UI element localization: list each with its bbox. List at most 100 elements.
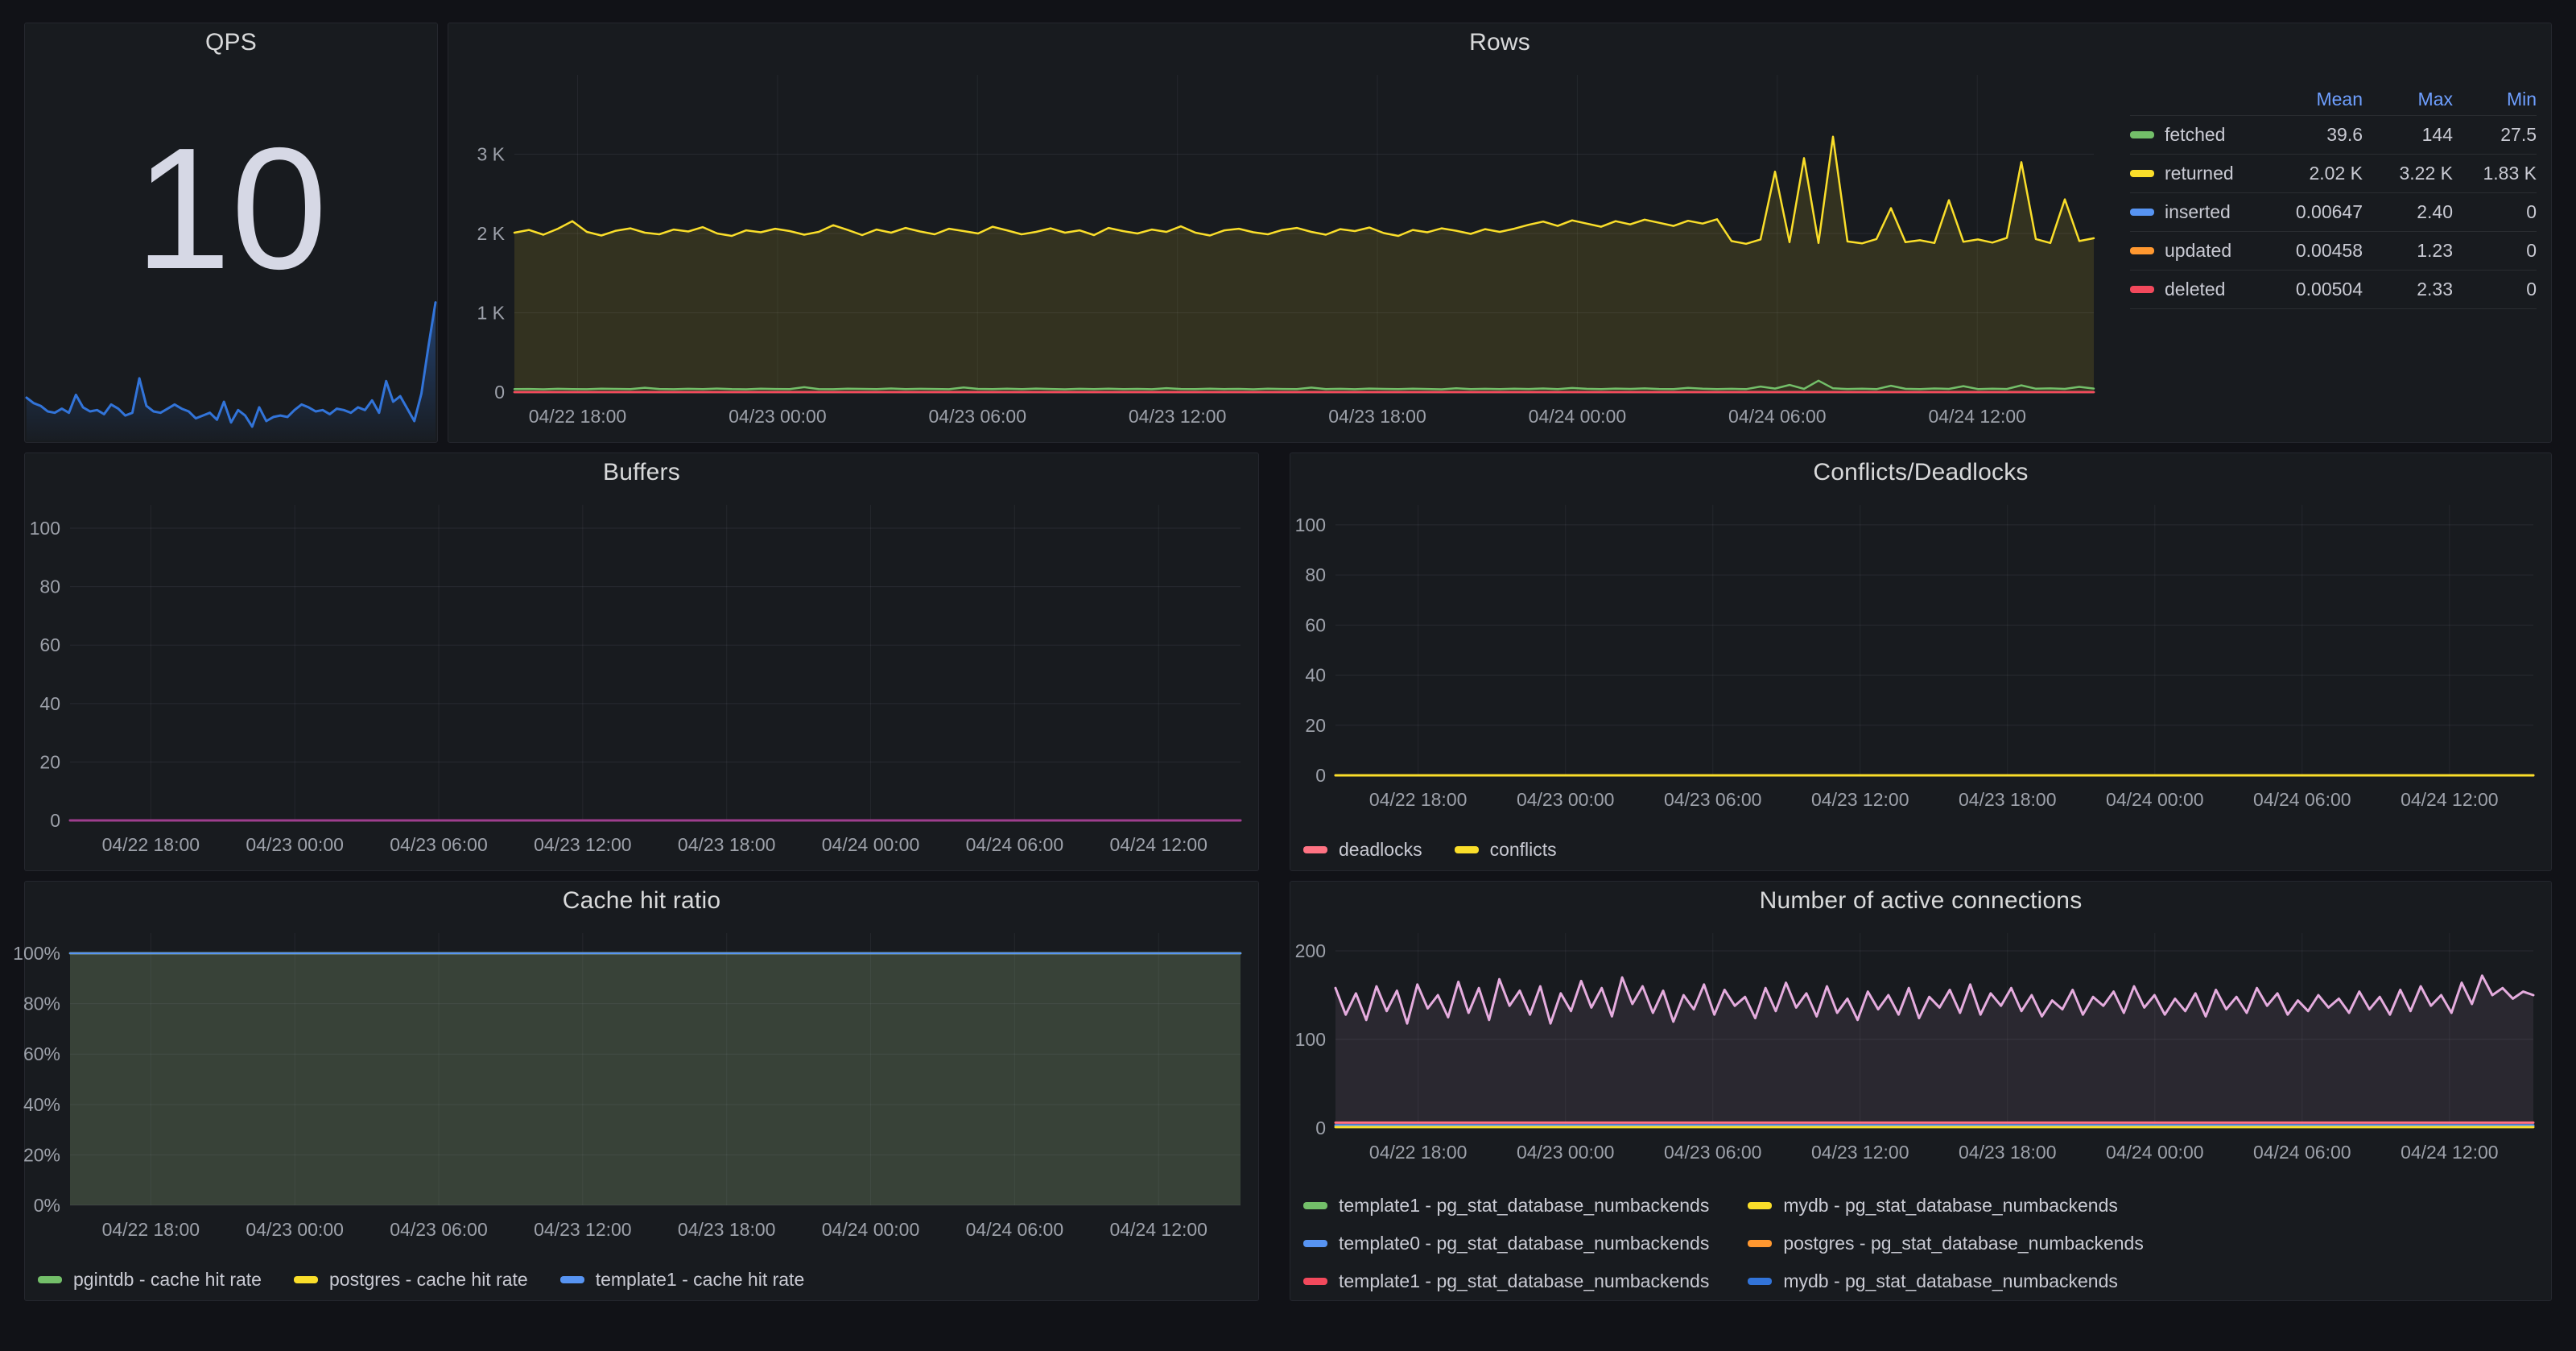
legend-min-value: 0 (2526, 279, 2537, 300)
panel-title-buffers[interactable]: Buffers (603, 459, 680, 485)
svg-text:100%: 100% (13, 943, 60, 964)
svg-text:04/23 00:00: 04/23 00:00 (729, 406, 827, 427)
series-fill-template1 - cache hit rate (70, 953, 1241, 1205)
cache-chart[interactable]: 04/22 18:00 04/23 00:00 04/23 06:00 04/23 1… (13, 920, 1249, 1250)
legend-label: deadlocks (1339, 839, 1422, 860)
svg-text:04/24 12:00: 04/24 12:00 (1109, 834, 1208, 855)
legend-max-value: 2.33 (2417, 279, 2453, 300)
legend-item[interactable]: pgintdb - cache hit rate (38, 1269, 262, 1291)
panel-title-active-connections[interactable]: Number of active connections (1759, 887, 2083, 914)
legend-item[interactable]: postgres - pg_stat_database_numbackends (1748, 1233, 2144, 1254)
svg-text:60: 60 (1305, 614, 1326, 635)
panel-title-rows[interactable]: Rows (1469, 29, 1530, 56)
legend-min-value: 0 (2526, 240, 2537, 261)
legend-item[interactable]: mydb - pg_stat_database_numbackends (1748, 1270, 2144, 1292)
legend-table-row: updated 0.00458 1.23 0 (2130, 232, 2537, 271)
legend-table-row: inserted 0.00647 2.40 0 (2130, 193, 2537, 232)
legend-max-value: 1.23 (2417, 240, 2453, 261)
rows-chart[interactable]: 04/22 18:00 04/23 00:00 04/23 06:00 04/23 1… (458, 62, 2100, 437)
svg-text:04/23 06:00: 04/23 06:00 (929, 406, 1027, 427)
legend-table-row: returned 2.02 K 3.22 K 1.83 K (2130, 155, 2537, 193)
legend-label: postgres - cache hit rate (328, 1269, 528, 1290)
panel-title-cache-hit-ratio[interactable]: Cache hit ratio (562, 887, 721, 914)
series-line-connections (1334, 974, 2535, 1025)
svg-text:3 K: 3 K (477, 144, 505, 165)
svg-text:80: 80 (39, 576, 60, 597)
legend-swatch-icon (2130, 209, 2154, 216)
svg-text:04/24 06:00: 04/24 06:00 (966, 1219, 1064, 1240)
legend-table-header[interactable]: Min (2506, 88, 2537, 109)
legend-item[interactable]: template1 - pg_stat_database_numbackends (1303, 1270, 1709, 1292)
legend-min-value: 27.5 (2500, 124, 2537, 145)
legend-swatch-icon (1748, 1240, 1773, 1247)
svg-text:04/24 12:00: 04/24 12:00 (2401, 789, 2499, 810)
svg-text:200: 200 (1295, 940, 1326, 961)
cache-legend: pgintdb - cache hit rate postgres - cache… (38, 1269, 804, 1291)
buffers-chart[interactable]: 04/22 18:00 04/23 00:00 04/23 06:00 04/23 1… (30, 492, 1249, 866)
svg-text:04/22 18:00: 04/22 18:00 (529, 406, 627, 427)
svg-text:60%: 60% (23, 1043, 60, 1064)
panel-title-qps[interactable]: QPS (205, 29, 257, 56)
legend-max-value: 3.22 K (2399, 163, 2454, 184)
panel-conflicts: Conflicts/Deadlocks 04/22 18:00 04/23 00:… (1290, 452, 2552, 871)
svg-text:04/23 12:00: 04/23 12:00 (1811, 1142, 1909, 1163)
legend-series[interactable]: deleted (2130, 279, 2264, 300)
legend-item[interactable]: postgres - cache hit rate (293, 1269, 528, 1291)
legend-series[interactable]: updated (2130, 240, 2264, 262)
svg-text:04/22 18:00: 04/22 18:00 (102, 834, 200, 855)
svg-text:100: 100 (30, 518, 60, 539)
svg-text:60: 60 (39, 634, 60, 655)
svg-text:40: 40 (1305, 665, 1326, 686)
svg-text:0: 0 (50, 810, 60, 831)
legend-swatch-icon (2130, 131, 2154, 138)
svg-text:04/24 00:00: 04/24 00:00 (1529, 406, 1627, 427)
legend-label: postgres - pg_stat_database_numbackends (1783, 1233, 2144, 1254)
legend-series[interactable]: fetched (2130, 124, 2264, 146)
legend-item[interactable]: template1 - cache hit rate (559, 1269, 804, 1291)
legend-swatch-icon (1748, 1278, 1773, 1285)
svg-text:04/23 18:00: 04/23 18:00 (1959, 1142, 2057, 1163)
series-fill-pgintdb - cache hit rate (70, 953, 1241, 1205)
panel-active-connections: Number of active connections 04/22 18:00… (1290, 881, 2552, 1301)
legend-item[interactable]: conflicts (1454, 839, 1557, 861)
qps-sparkline[interactable] (25, 291, 437, 440)
legend-swatch-icon (2130, 247, 2154, 254)
legend-label: template1 - pg_stat_database_numbackends (1339, 1270, 1710, 1291)
series-fill-qps (27, 302, 436, 440)
svg-text:20: 20 (1305, 715, 1326, 736)
legend-mean-value: 39.6 (2326, 124, 2363, 145)
legend-table-header[interactable]: Max (2417, 88, 2453, 109)
legend-table-row: deleted 0.00504 2.33 0 (2130, 271, 2537, 309)
panel-title-conflicts[interactable]: Conflicts/Deadlocks (1813, 459, 2029, 485)
svg-text:80: 80 (1305, 564, 1326, 585)
legend-series[interactable]: returned (2130, 163, 2264, 184)
svg-text:04/22 18:00: 04/22 18:00 (102, 1219, 200, 1240)
svg-text:04/22 18:00: 04/22 18:00 (1369, 1142, 1468, 1163)
svg-text:04/23 18:00: 04/23 18:00 (678, 1219, 776, 1240)
svg-text:20%: 20% (23, 1144, 60, 1165)
conflicts-chart[interactable]: 04/22 18:00 04/23 00:00 04/23 06:00 04/23 1… (1295, 492, 2541, 820)
conflicts-legend: deadlocks conflicts (1303, 839, 1557, 861)
svg-text:04/22 18:00: 04/22 18:00 (1369, 789, 1468, 810)
svg-text:04/23 18:00: 04/23 18:00 (1328, 406, 1426, 427)
chart-canvas: 04/22 18:00 04/23 00:00 04/23 06:00 04/23 1… (477, 75, 2095, 427)
legend-item[interactable]: mydb - pg_stat_database_numbackends (1748, 1195, 2144, 1217)
legend-item[interactable]: template0 - pg_stat_database_numbackends (1303, 1233, 1709, 1254)
legend-mean-value: 2.02 K (2309, 163, 2363, 184)
qps-stat-value: 10 (134, 111, 328, 305)
svg-text:04/23 06:00: 04/23 06:00 (1664, 1142, 1762, 1163)
legend-item[interactable]: deadlocks (1303, 839, 1422, 861)
series-fill-returned (514, 136, 2094, 393)
svg-text:04/23 12:00: 04/23 12:00 (1129, 406, 1227, 427)
legend-mean-value: 0.00647 (2295, 201, 2363, 222)
legend-swatch-icon (559, 1276, 584, 1283)
legend-item[interactable]: template1 - pg_stat_database_numbackends (1303, 1195, 1709, 1217)
svg-text:0%: 0% (34, 1195, 60, 1216)
legend-series[interactable]: inserted (2130, 201, 2264, 223)
svg-text:04/24 00:00: 04/24 00:00 (2106, 1142, 2204, 1163)
svg-text:04/23 18:00: 04/23 18:00 (1959, 789, 2057, 810)
legend-label: mydb - pg_stat_database_numbackends (1783, 1195, 2118, 1216)
legend-table-header[interactable]: Mean (2316, 88, 2363, 109)
connections-chart[interactable]: 04/22 18:00 04/23 00:00 04/23 06:00 04/23 1… (1295, 920, 2541, 1173)
svg-text:04/23 06:00: 04/23 06:00 (1664, 789, 1762, 810)
